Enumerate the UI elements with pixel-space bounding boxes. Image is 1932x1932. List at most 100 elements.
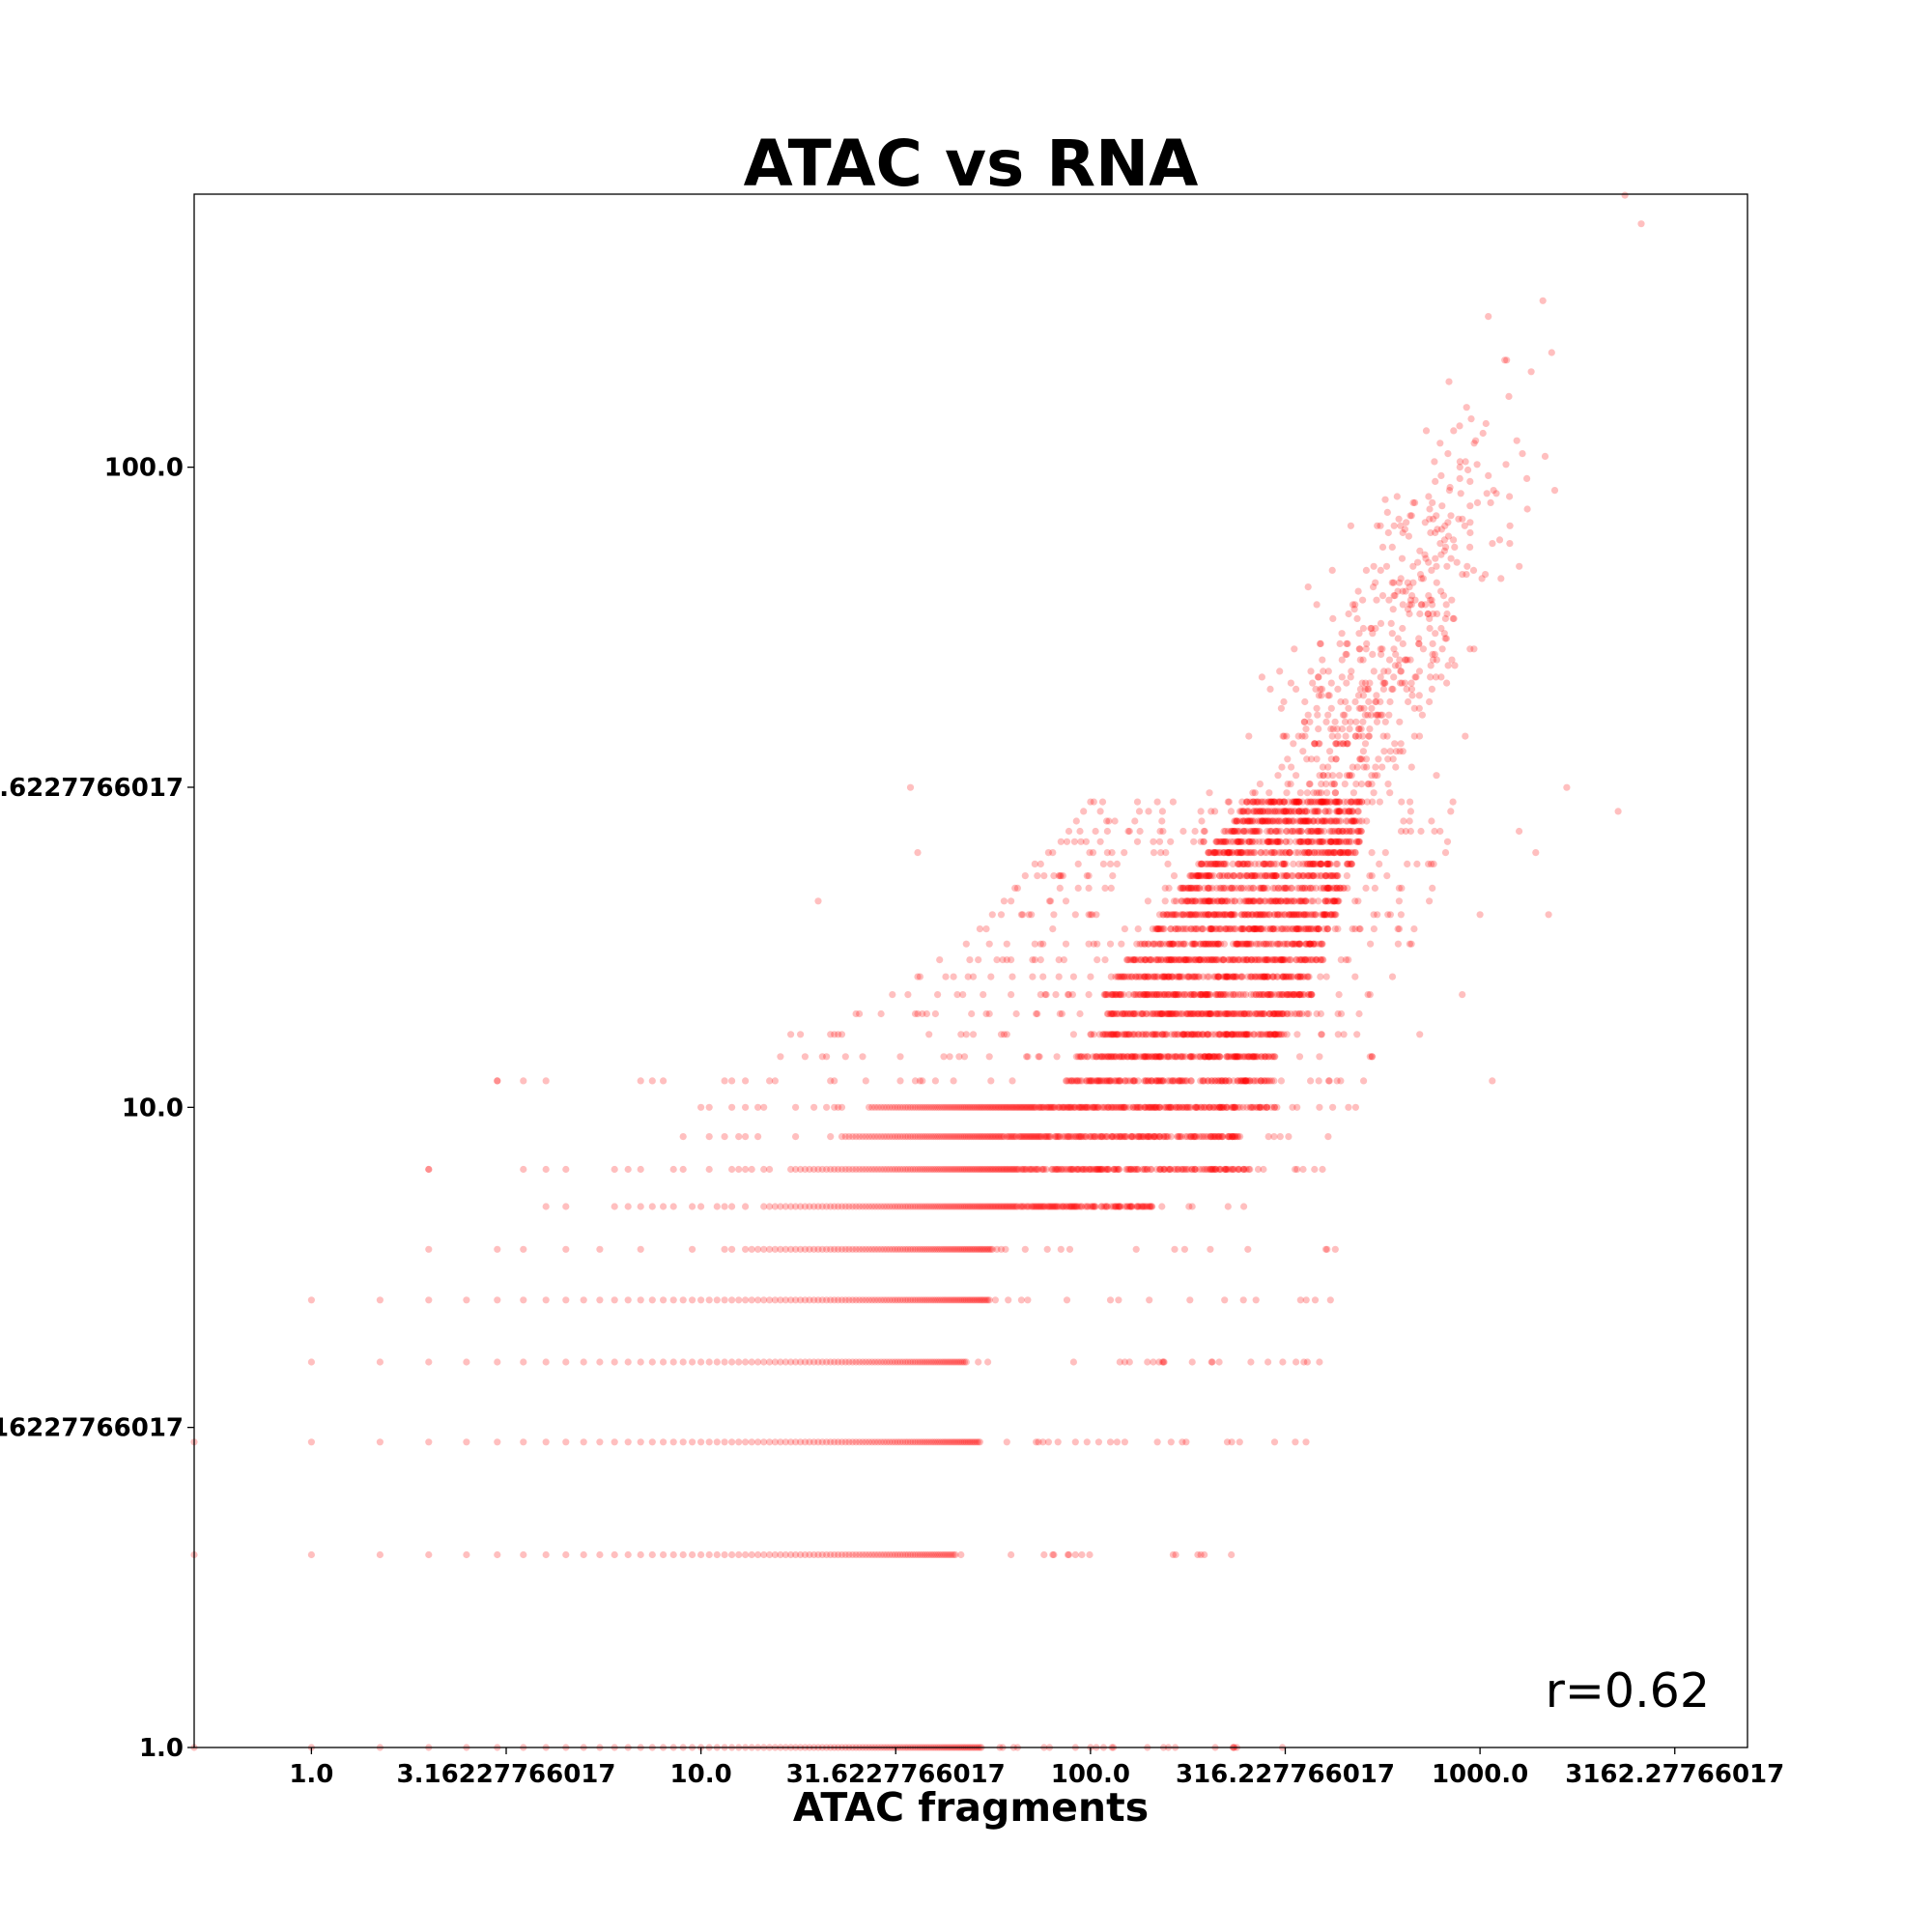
data-point	[1151, 1053, 1159, 1061]
data-point	[904, 1550, 912, 1559]
data-point	[1230, 1103, 1237, 1111]
data-point	[1164, 1077, 1172, 1085]
data-point	[862, 1438, 869, 1446]
data-point	[1006, 1165, 1013, 1174]
data-point	[1023, 1053, 1031, 1061]
data-point	[1181, 1165, 1189, 1174]
data-point	[1074, 1103, 1082, 1111]
data-point	[1319, 685, 1326, 694]
data-point	[1262, 1031, 1269, 1038]
data-point	[1406, 808, 1414, 815]
data-point	[1425, 558, 1433, 566]
data-point	[425, 1165, 433, 1174]
data-point	[1213, 1009, 1222, 1018]
data-point	[1068, 1165, 1076, 1174]
data-point	[1204, 973, 1211, 980]
data-point	[792, 1203, 800, 1210]
data-point	[1219, 1077, 1227, 1085]
data-point	[827, 1550, 835, 1559]
data-point	[1122, 1077, 1129, 1085]
data-point	[1183, 1031, 1191, 1038]
data-point	[1157, 1009, 1165, 1018]
data-point	[1184, 1165, 1192, 1174]
data-point	[1059, 1103, 1066, 1111]
data-point	[892, 1296, 899, 1304]
data-point	[1264, 1053, 1272, 1061]
data-point	[1142, 1053, 1151, 1061]
data-point	[880, 1165, 888, 1174]
data-point	[1075, 1203, 1083, 1210]
data-point	[892, 1438, 899, 1446]
data-point	[1188, 1053, 1196, 1061]
data-point	[976, 1438, 984, 1446]
data-point	[871, 1103, 879, 1111]
data-point	[1367, 940, 1375, 948]
data-point	[1337, 1009, 1346, 1018]
data-point	[1101, 1165, 1109, 1174]
data-point	[1108, 1053, 1116, 1061]
data-point	[1240, 1053, 1248, 1061]
data-point	[1251, 973, 1260, 980]
data-point	[1207, 991, 1214, 999]
data-point	[1218, 1133, 1226, 1141]
data-point	[1173, 1053, 1180, 1061]
data-point	[1361, 711, 1369, 719]
data-point	[831, 1296, 838, 1304]
data-point	[1101, 884, 1109, 893]
data-point	[1094, 940, 1101, 948]
data-point	[624, 1296, 632, 1304]
data-point	[1342, 650, 1350, 659]
data-point	[1388, 543, 1396, 552]
data-point	[980, 1133, 987, 1141]
data-point	[946, 1053, 953, 1061]
data-point	[1085, 1077, 1093, 1085]
data-point	[1229, 1103, 1236, 1111]
data-point	[1192, 1165, 1200, 1174]
data-point	[1037, 1133, 1044, 1141]
data-point	[760, 1103, 768, 1111]
data-point	[1067, 1203, 1075, 1210]
data-point	[1250, 1053, 1258, 1061]
data-point	[1175, 1077, 1182, 1085]
data-point	[1296, 789, 1304, 797]
data-point	[1184, 1103, 1192, 1111]
data-point	[929, 1550, 937, 1559]
data-point	[1024, 1203, 1032, 1210]
data-point	[1208, 1009, 1215, 1018]
data-point	[1201, 1077, 1208, 1085]
data-point	[1012, 1103, 1020, 1111]
data-point	[1271, 1031, 1279, 1038]
data-point	[1071, 1438, 1079, 1446]
data-point	[1151, 1031, 1159, 1038]
data-point	[1198, 1133, 1206, 1141]
data-point	[1266, 991, 1274, 999]
data-point	[1250, 1053, 1258, 1061]
data-point	[1188, 1031, 1196, 1038]
data-point	[1391, 662, 1399, 669]
data-point	[1092, 1165, 1099, 1174]
data-point	[1149, 1053, 1156, 1061]
data-point	[1071, 1203, 1079, 1210]
data-point	[1042, 1103, 1050, 1111]
data-point	[1121, 849, 1128, 857]
data-point	[1162, 1103, 1170, 1111]
data-point	[940, 1296, 948, 1304]
data-point	[1025, 1133, 1033, 1141]
data-point	[1127, 973, 1135, 980]
data-point	[1163, 1009, 1171, 1018]
data-point	[1131, 1077, 1139, 1085]
data-point	[1352, 718, 1360, 725]
data-point	[1107, 1203, 1115, 1210]
data-point	[1158, 991, 1166, 999]
data-point	[1447, 808, 1455, 815]
data-point	[1242, 1165, 1250, 1174]
data-point	[1502, 461, 1510, 469]
data-point	[946, 1438, 953, 1446]
data-point	[1171, 1053, 1179, 1061]
data-point	[1254, 1031, 1263, 1038]
data-point	[1246, 1103, 1254, 1111]
data-point	[648, 1077, 656, 1085]
data-point	[1436, 440, 1444, 447]
data-point	[925, 1165, 933, 1174]
data-point	[859, 1550, 867, 1559]
